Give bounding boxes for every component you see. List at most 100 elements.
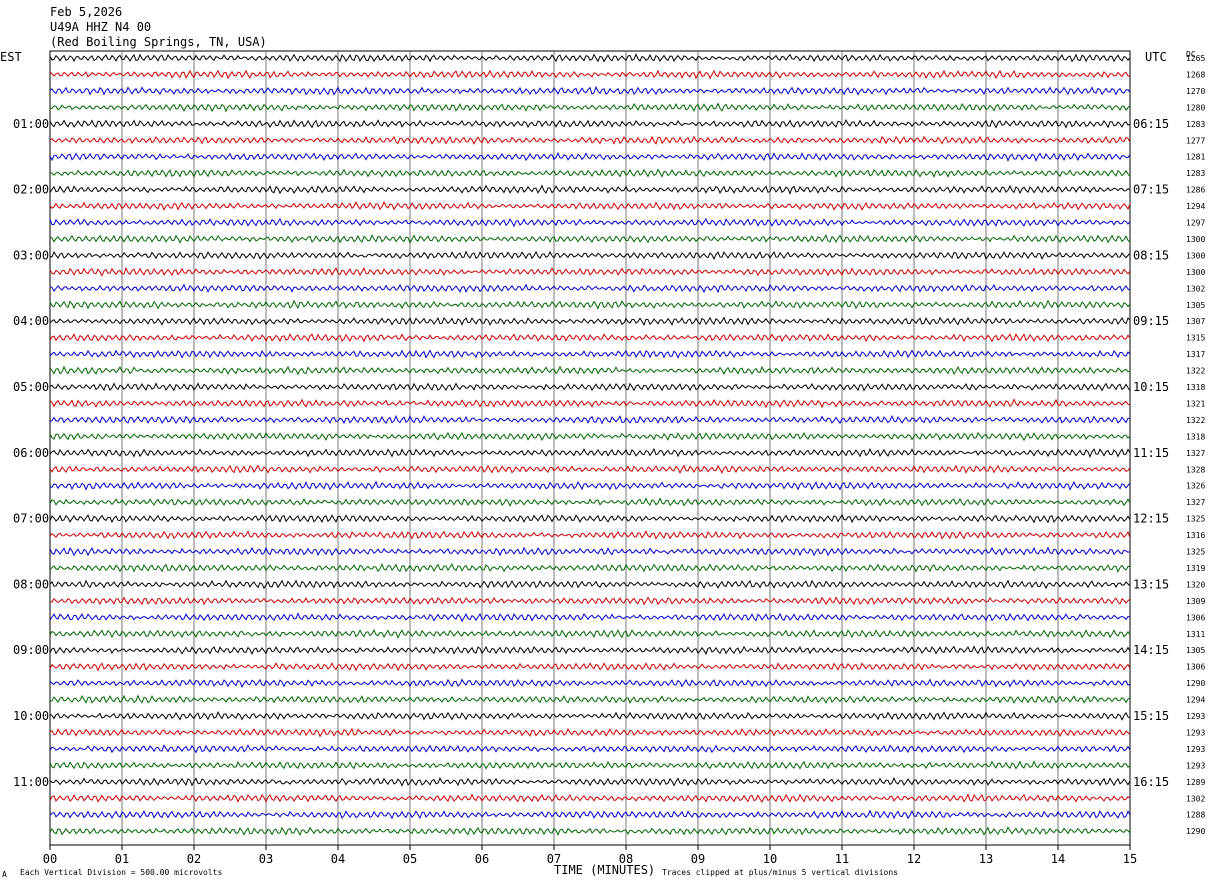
dc-value: 1302 xyxy=(1186,284,1205,293)
trace-line xyxy=(49,694,1131,704)
x-tick-label: 02 xyxy=(187,852,201,866)
trace-line xyxy=(49,760,1131,770)
trace-line xyxy=(49,414,1131,425)
trace-line xyxy=(49,382,1131,392)
trace-line xyxy=(49,283,1131,294)
dc-value: 1306 xyxy=(1186,663,1205,672)
hour-label-right: 16:15 xyxy=(1133,775,1169,789)
dc-value: 1327 xyxy=(1186,498,1205,507)
trace-line xyxy=(49,102,1131,113)
hour-label-left: 11:00 xyxy=(13,775,49,789)
trace-line xyxy=(49,546,1131,557)
trace-line xyxy=(49,349,1131,359)
dc-value: 1325 xyxy=(1186,515,1205,524)
trace-line xyxy=(49,628,1131,639)
dc-value: 1309 xyxy=(1186,597,1205,606)
dc-value: 1293 xyxy=(1186,728,1205,737)
dc-value: 1283 xyxy=(1186,169,1205,178)
trace-line xyxy=(49,809,1131,820)
dc-value: 1297 xyxy=(1186,219,1205,228)
header-date: Feb 5,2026 xyxy=(50,5,122,19)
trace-line xyxy=(49,579,1131,590)
dc-value: 1293 xyxy=(1186,712,1205,721)
x-axis-label: TIME (MINUTES) xyxy=(554,863,655,877)
trace-line xyxy=(49,266,1131,277)
hour-label-right: 15:15 xyxy=(1133,709,1169,723)
dc-value: 1307 xyxy=(1186,317,1205,326)
dc-value: 1305 xyxy=(1186,646,1205,655)
plot-frame xyxy=(49,50,1131,846)
x-tick-label: 09 xyxy=(691,852,705,866)
dc-value: 1322 xyxy=(1186,367,1205,376)
dc-value: 1290 xyxy=(1186,827,1205,836)
hour-label-left: 01:00 xyxy=(13,117,49,131)
trace-line xyxy=(49,135,1131,146)
hour-label-right: 06:15 xyxy=(1133,117,1169,131)
dc-value: 1316 xyxy=(1186,531,1205,540)
trace-line xyxy=(49,612,1131,623)
x-tick-label: 01 xyxy=(115,852,129,866)
x-tick-label: 03 xyxy=(259,852,273,866)
dc-value: 1300 xyxy=(1186,251,1205,260)
x-tick-label: 00 xyxy=(43,852,57,866)
dc-value: 1317 xyxy=(1186,350,1205,359)
trace-line xyxy=(49,744,1131,754)
dc-value: 1268 xyxy=(1186,70,1205,79)
dc-value: 1328 xyxy=(1186,465,1205,474)
trace-line xyxy=(49,69,1131,80)
dc-value: 1325 xyxy=(1186,548,1205,557)
trace-line xyxy=(50,596,1131,606)
hour-label-right: 08:15 xyxy=(1133,248,1169,262)
trace-line xyxy=(49,826,1131,836)
trace-line xyxy=(49,201,1131,211)
trace-line xyxy=(49,662,1131,672)
trace-line xyxy=(49,118,1131,129)
dc-value: 1265 xyxy=(1186,54,1205,63)
dc-value: 1305 xyxy=(1186,301,1205,310)
dc-value: 1270 xyxy=(1186,87,1205,96)
trace-line xyxy=(49,447,1131,459)
scale-mark: A xyxy=(2,870,7,879)
trace-line xyxy=(49,250,1131,261)
trace-line xyxy=(49,776,1131,787)
trace-line xyxy=(49,530,1131,540)
dc-value: 1315 xyxy=(1186,334,1205,343)
hour-label-left: 10:00 xyxy=(13,709,49,723)
x-tick-label: 04 xyxy=(331,852,345,866)
trace-line xyxy=(49,431,1131,442)
hour-label-right: 10:15 xyxy=(1133,380,1169,394)
trace-line xyxy=(49,217,1131,228)
trace-line xyxy=(49,234,1131,244)
right-timezone-label: UTC xyxy=(1145,50,1167,64)
dc-value: 1288 xyxy=(1186,811,1205,820)
dc-value-labels: 1265 1268 1270 1280 1283 1277 1281 1283 1286 1294… xyxy=(1186,54,1205,836)
x-tick-label: 13 xyxy=(979,852,993,866)
dc-value: 1319 xyxy=(1186,564,1205,573)
hour-label-left: 06:00 xyxy=(13,446,49,460)
x-tick-label: 05 xyxy=(403,852,417,866)
trace-line xyxy=(49,53,1131,63)
trace-line xyxy=(49,151,1131,163)
dc-value: 1286 xyxy=(1186,186,1205,195)
trace-line xyxy=(49,332,1131,343)
x-tick-label: 08 xyxy=(619,852,633,866)
trace-line xyxy=(49,168,1131,179)
time-gridlines xyxy=(49,50,1131,846)
trace-line xyxy=(49,480,1131,491)
dc-value: 1300 xyxy=(1186,268,1205,277)
trace-line xyxy=(49,562,1131,573)
hour-label-right: 11:15 xyxy=(1133,446,1169,460)
hour-label-right: 07:15 xyxy=(1133,183,1169,197)
dc-value: 1294 xyxy=(1186,202,1205,211)
trace-line xyxy=(49,513,1131,524)
x-tick-label: 06 xyxy=(475,852,489,866)
hour-label-right: 14:15 xyxy=(1133,643,1169,657)
trace-line xyxy=(49,497,1131,508)
hour-label-left: 09:00 xyxy=(13,643,49,657)
header-station: U49A HHZ N4 00 xyxy=(50,20,151,34)
hour-labels-left: 01:00 02:00 03:00 04:00 05:00 06:00 07:00 08:00… xyxy=(13,117,49,789)
trace-line xyxy=(49,398,1131,409)
trace-line xyxy=(49,678,1131,689)
trace-line xyxy=(49,184,1131,195)
